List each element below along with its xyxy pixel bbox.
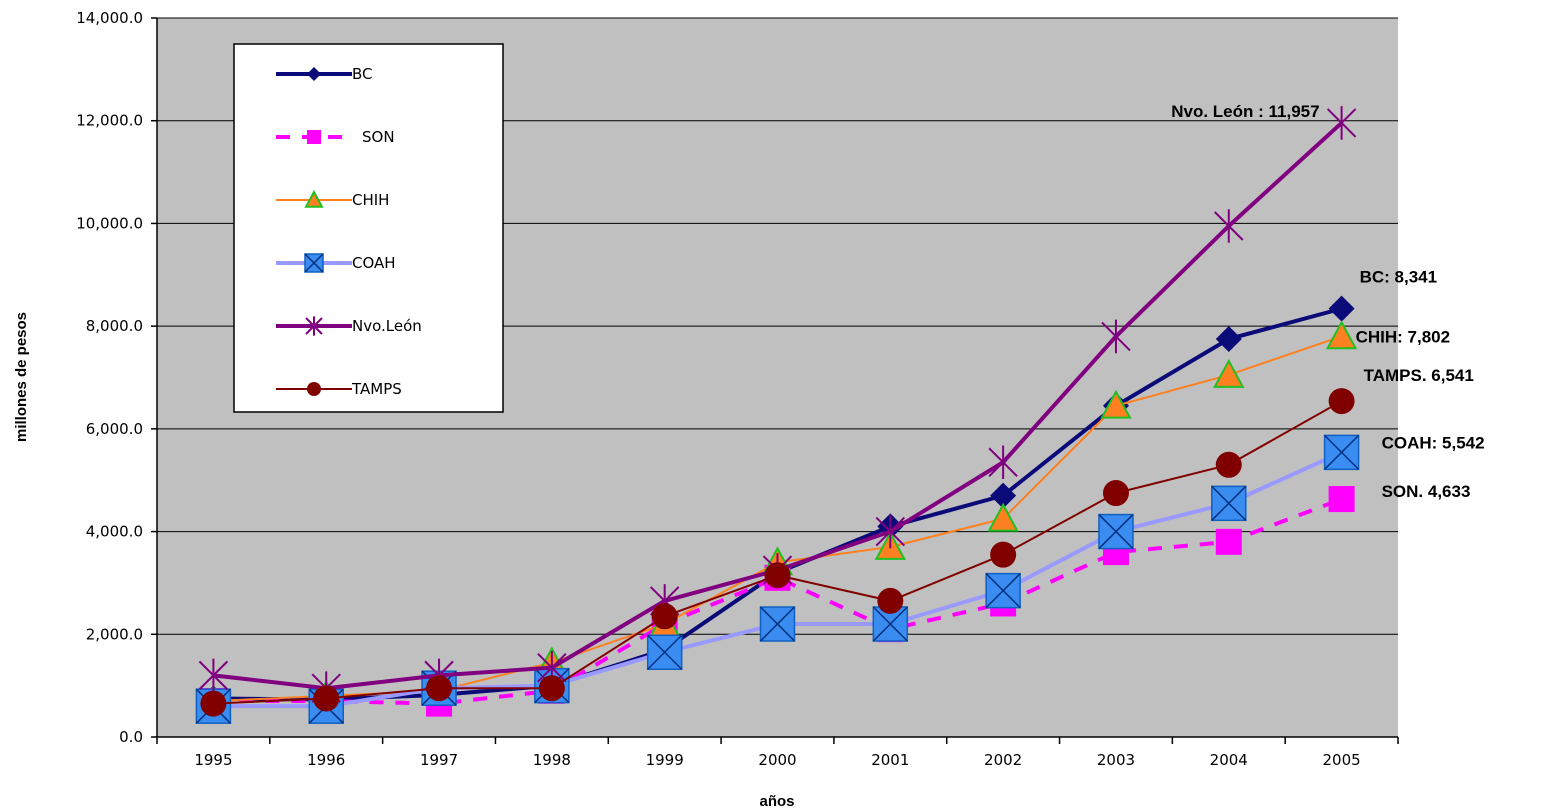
x-axis-title: años xyxy=(759,793,794,810)
data-point xyxy=(313,685,340,712)
legend-marker xyxy=(307,130,321,144)
data-point xyxy=(1102,480,1129,507)
legend-marker xyxy=(307,67,321,81)
data-point xyxy=(538,675,565,702)
legend-label: CHIH xyxy=(352,191,389,209)
legend-box xyxy=(233,43,504,413)
y-tick-labels: 0.0 2,000.0 4,000.0 6,000.0 8,000.0 10,000.0 1… xyxy=(76,9,143,746)
annotation-label: CHIH: 7,802 xyxy=(1356,327,1450,346)
x-tick-label: 1999 xyxy=(646,751,684,769)
data-point xyxy=(1325,320,1358,350)
y-tick-label: 8,000.0 xyxy=(86,317,143,335)
legend-marker-x xyxy=(304,253,324,273)
data-point xyxy=(1098,513,1134,550)
data-point xyxy=(987,502,1019,532)
data-point xyxy=(198,658,229,693)
annotation-label: SON. 4,633 xyxy=(1382,482,1471,501)
annotation-label: TAMPS. 6,541 xyxy=(1364,366,1474,385)
legend-label: Nvo.León xyxy=(352,317,422,335)
data-point-x xyxy=(647,634,683,670)
data-point xyxy=(764,562,791,589)
data-point-x xyxy=(872,606,908,642)
y-tick-label: 12,000.0 xyxy=(76,112,143,130)
data-point xyxy=(200,690,227,717)
data-point xyxy=(875,514,906,549)
x-tick-label: 1995 xyxy=(194,751,232,769)
data-point-x xyxy=(1211,485,1247,521)
legend-entry: COAH xyxy=(276,253,396,273)
data-point xyxy=(1326,106,1357,140)
data-point-x xyxy=(759,606,796,642)
data-point-x xyxy=(1098,514,1134,550)
x-tick-label: 2000 xyxy=(758,751,796,769)
legend-label: COAH xyxy=(352,254,396,272)
annotation-label: Nvo. León : 11,957 xyxy=(1171,102,1319,121)
series-line-SON xyxy=(213,497,1343,706)
legend-marker xyxy=(304,253,324,273)
axes xyxy=(156,18,1398,738)
legend-marker xyxy=(304,189,324,208)
legend-entry: CHIH xyxy=(276,189,389,209)
data-point xyxy=(1213,358,1245,388)
data-point xyxy=(1215,528,1242,555)
data-point xyxy=(759,606,796,642)
y-tick-label: 6,000.0 xyxy=(86,420,143,438)
x-tick-label: 2003 xyxy=(1097,751,1135,769)
data-point xyxy=(990,482,1017,509)
data-point xyxy=(1328,388,1355,415)
data-point xyxy=(985,572,1021,609)
data-point xyxy=(1100,389,1132,419)
data-point xyxy=(1211,485,1247,522)
legend-entry: TAMPS xyxy=(276,380,402,398)
y-tick-label: 2,000.0 xyxy=(86,625,143,643)
series-layer xyxy=(195,106,1360,724)
x-tick-label: 1998 xyxy=(533,751,571,769)
series-TAMPS xyxy=(200,388,1355,717)
data-point xyxy=(1215,451,1242,478)
x-tick-label: 1996 xyxy=(307,751,345,769)
legend-marker xyxy=(305,316,323,336)
y-tick-label: 10,000.0 xyxy=(76,214,143,232)
annotation-label: BC: 8,341 xyxy=(1360,268,1437,287)
legend-label: TAMPS xyxy=(351,380,402,398)
legend-entry: SON xyxy=(276,128,395,146)
data-point xyxy=(646,634,683,671)
data-point xyxy=(990,541,1017,568)
data-point xyxy=(651,603,678,630)
legend-entry: BC xyxy=(276,65,373,83)
y-axis-title: millones de pesos xyxy=(13,312,30,442)
x-tick-label: 2001 xyxy=(871,751,909,769)
data-point xyxy=(1101,319,1131,354)
data-point xyxy=(1215,325,1242,352)
annotation-label: COAH: 5,542 xyxy=(1382,433,1485,452)
x-tick-label: 2004 xyxy=(1210,751,1248,769)
data-point xyxy=(426,675,453,702)
legend: BC SON CHIH COAH Nvo.León TAMPS xyxy=(233,43,504,413)
x-tick-label: 2005 xyxy=(1322,751,1360,769)
data-point xyxy=(1328,295,1355,322)
data-point-x xyxy=(1324,434,1360,470)
y-tick-label: 4,000.0 xyxy=(86,523,143,541)
legend-marker xyxy=(307,382,321,396)
y-tick-label: 0.0 xyxy=(119,728,143,746)
legend-entry: Nvo.León xyxy=(276,316,422,336)
data-point xyxy=(1214,209,1244,243)
data-point xyxy=(1323,434,1360,471)
data-point xyxy=(1328,486,1355,513)
y-tick-label: 14,000.0 xyxy=(76,9,143,27)
data-point xyxy=(988,445,1018,480)
x-tick-label: 2002 xyxy=(984,751,1022,769)
legend-label: BC xyxy=(352,65,373,83)
legend-label: SON xyxy=(362,128,395,146)
data-point xyxy=(877,587,904,614)
annotations-layer: Nvo. León : 11,957 BC: 8,341 CHIH: 7,802 TA… xyxy=(1171,102,1484,501)
data-point-x xyxy=(985,573,1021,609)
x-tick-label: 1997 xyxy=(420,751,458,769)
x-tick-labels: 1995 1996 1997 1998 1999 2000 2001 2002 2003 2004… xyxy=(156,737,1399,769)
